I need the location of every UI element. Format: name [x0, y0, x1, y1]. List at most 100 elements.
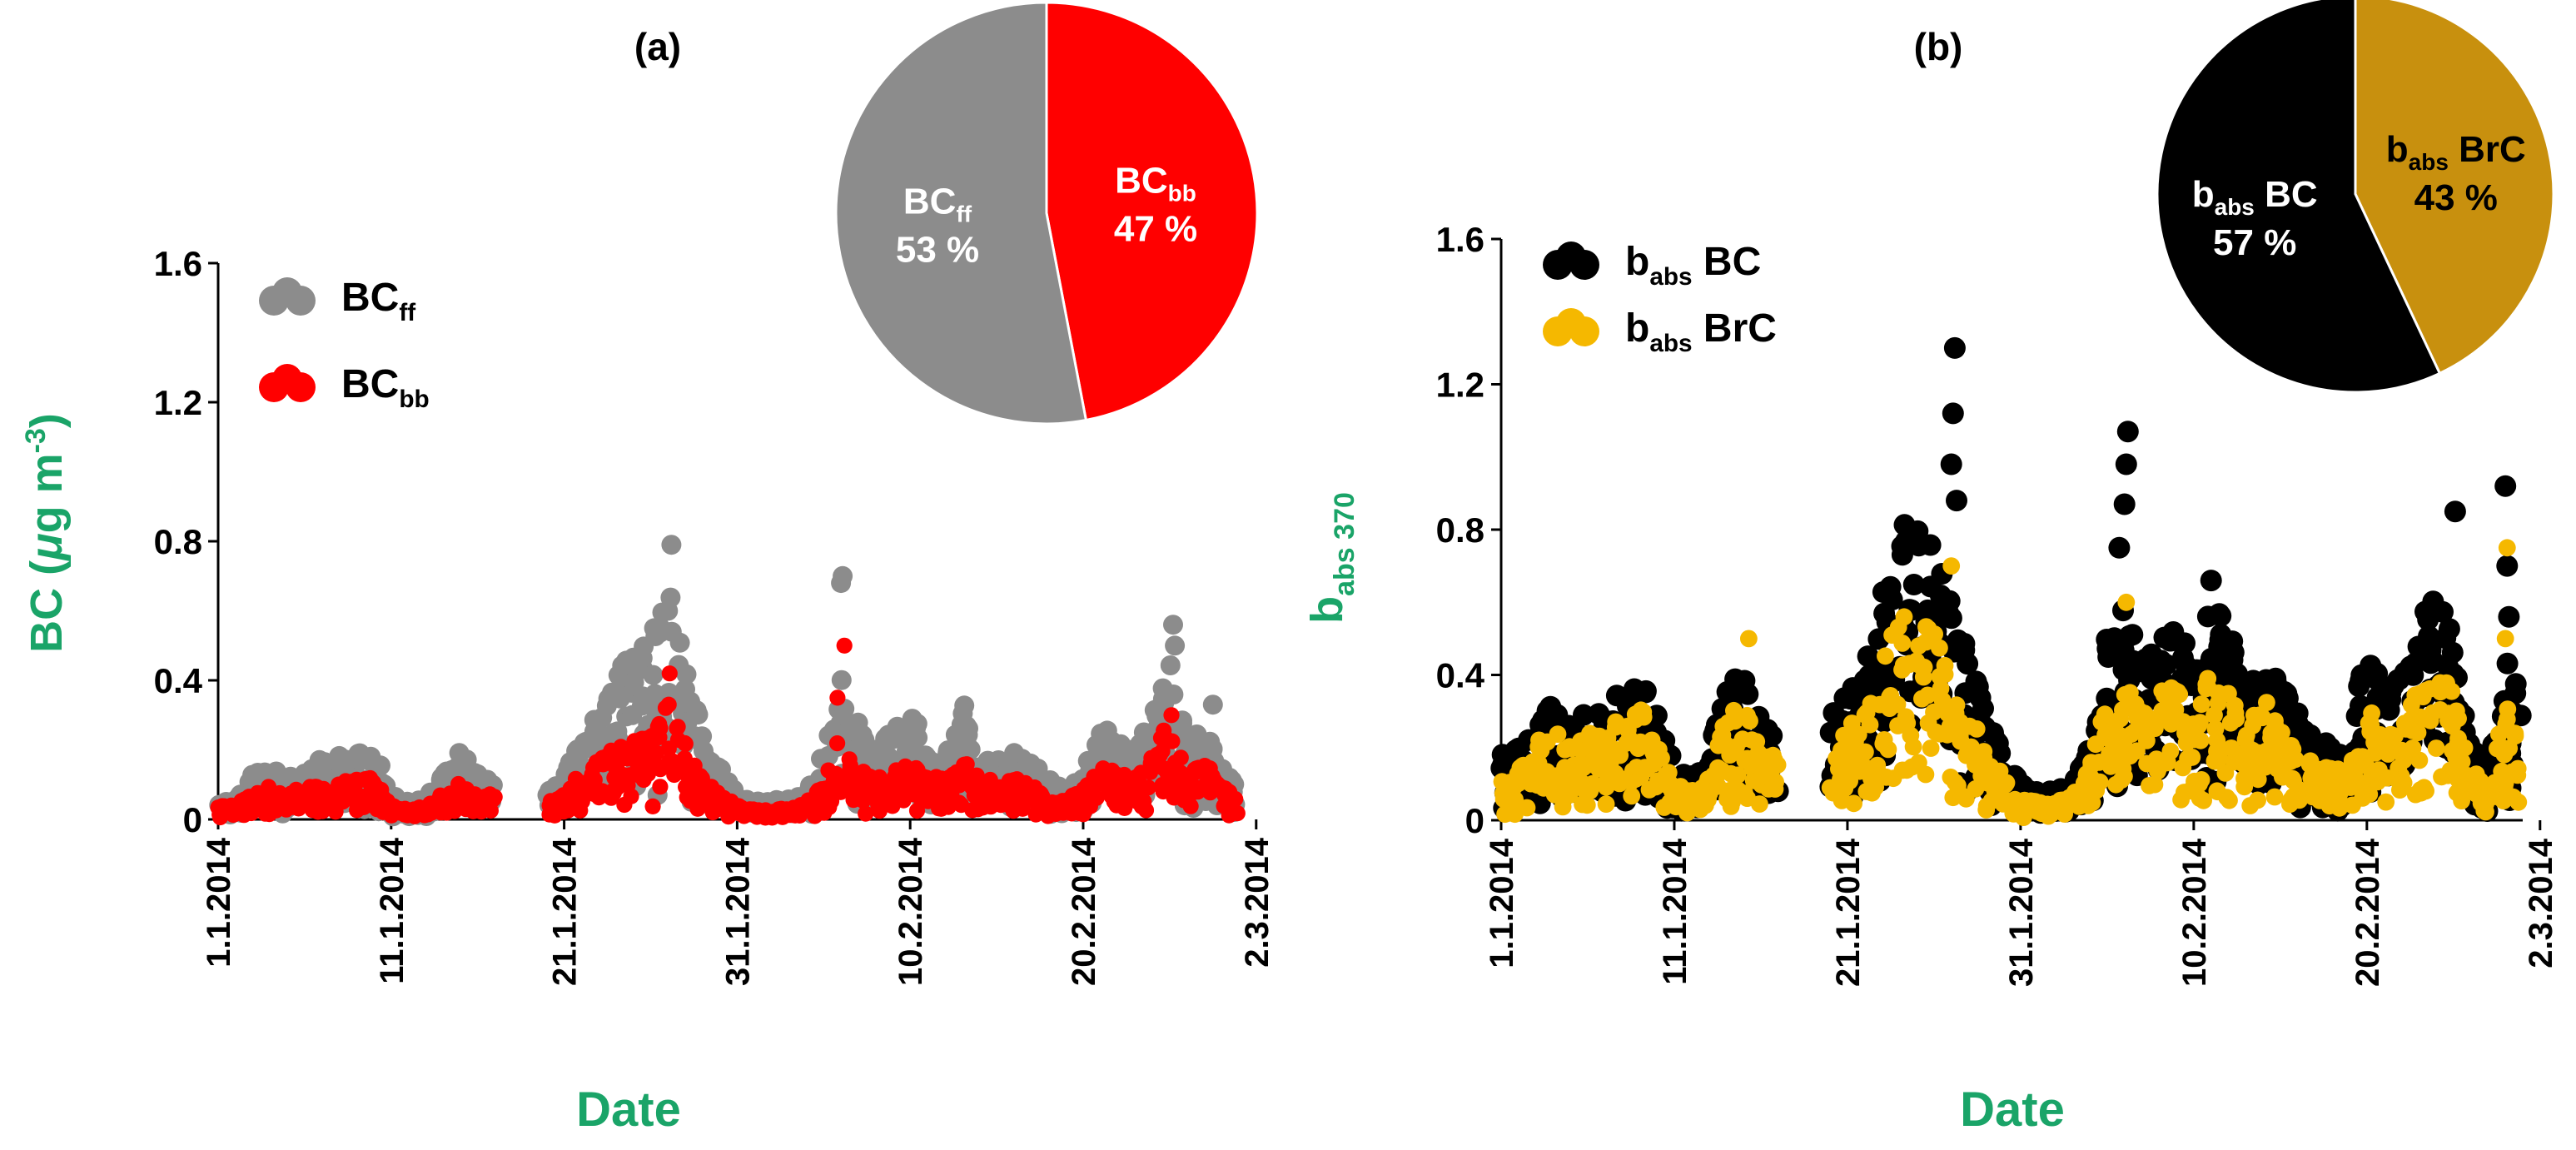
scatter-point — [626, 733, 643, 749]
scatter-point — [1940, 607, 1962, 630]
scatter-point — [1845, 727, 1863, 745]
scatter-point — [2274, 768, 2291, 786]
scatter-point-peak — [2200, 570, 2222, 592]
scatter-point — [1868, 756, 1887, 774]
scatter-point — [2195, 791, 2213, 809]
scatter-point — [920, 793, 937, 809]
legend-item: babs BC — [1543, 240, 1761, 291]
scatter-point — [1631, 733, 1649, 751]
scatter-point — [1895, 608, 1913, 626]
scatter-point — [942, 775, 958, 792]
panel-a-y-axis-sup: -3 — [20, 428, 52, 453]
scatter-point — [2496, 652, 2519, 675]
scatter-point — [1931, 639, 1948, 657]
panel-b-y-axis-sub: abs 370 — [1329, 492, 1360, 596]
scatter-point — [1155, 759, 1171, 776]
scatter-point — [649, 719, 666, 735]
scatter-point — [906, 718, 927, 739]
scatter-point-peak — [2116, 421, 2139, 443]
scatter-point-peak — [1943, 336, 1966, 359]
scatter-point — [1947, 629, 1969, 651]
panel-a-y-axis-unit: g m — [22, 453, 72, 533]
scatter-point — [2265, 788, 2284, 806]
scatter-point — [1857, 645, 1879, 668]
scatter-point — [1877, 768, 1895, 786]
scatter-point — [1926, 625, 1944, 643]
scatter-point — [2199, 670, 2217, 688]
scatter-point — [644, 798, 661, 815]
scatter-point — [484, 792, 500, 809]
scatter-point — [1997, 774, 2016, 792]
scatter-point — [1649, 776, 1666, 794]
x-tick-label: 11.1.2014 — [374, 837, 410, 983]
scatter-point-peak — [836, 637, 853, 654]
scatter-point — [370, 755, 390, 776]
scatter-point — [331, 750, 351, 770]
pie-slice-value: 47 % — [1114, 209, 1197, 250]
scatter-point-peak — [2108, 536, 2131, 559]
scatter-point — [1728, 766, 1747, 784]
pie-slice-name: babs BC — [2192, 174, 2318, 220]
scatter-point-peak — [829, 690, 846, 706]
scatter-point — [1131, 776, 1148, 793]
scatter-point — [1872, 581, 1894, 603]
legend-item: babs BrC — [1543, 306, 1777, 357]
scatter-point — [2377, 793, 2395, 811]
scatter-point — [254, 785, 271, 802]
scatter-point-peak — [2115, 453, 2137, 475]
scatter-point — [2344, 796, 2361, 814]
panel-b-y-axis-main: b — [1302, 596, 1352, 624]
scatter-point — [2352, 755, 2370, 774]
scatter-point — [2289, 780, 2307, 799]
scatter-point — [1733, 670, 1756, 692]
scatter-point — [1877, 647, 1894, 665]
scatter-point-peak — [2113, 493, 2136, 515]
scatter-point — [314, 793, 331, 809]
legend: babs BC babs BrC — [1543, 240, 1777, 357]
y-tick-label: 0.4 — [1436, 656, 1485, 695]
scatter-point — [2107, 754, 2126, 772]
scatter-point — [841, 751, 858, 768]
scatter-point — [1893, 761, 1912, 779]
scatter-point — [1154, 743, 1171, 759]
scatter-point-peak — [2498, 605, 2520, 628]
scatter-point — [1014, 800, 1031, 817]
scatter-point-peak — [2496, 630, 2514, 648]
scatter-point — [2200, 648, 2222, 670]
scatter-point-peak — [2444, 500, 2466, 523]
scatter-point — [1751, 795, 1768, 813]
scatter-point — [2500, 739, 2519, 757]
x-tick-label: 31.1.2014 — [719, 837, 756, 986]
scatter-point — [2192, 695, 2210, 713]
scatter-point — [2237, 726, 2255, 744]
scatter-point-peak — [661, 665, 678, 682]
scatter-point — [2498, 710, 2516, 729]
x-tick-label: 31.1.2014 — [2003, 838, 2040, 987]
scatter-point — [1179, 767, 1196, 784]
panel-a: 0 0.4 0.8 1.2 1.6 1.1.2014 11.1.2014 21.1.2014 3… — [154, 1, 1276, 986]
scatter-point — [339, 787, 356, 804]
scatter-point-peak — [1946, 490, 1967, 512]
scatter-point — [422, 795, 439, 812]
scatter-point — [455, 785, 473, 802]
scatter-point — [1936, 656, 1954, 675]
scatter-point — [1116, 799, 1133, 817]
scatter-point — [214, 798, 231, 814]
scatter-point — [1824, 784, 1842, 802]
scatter-point — [1736, 784, 1753, 802]
scatter-point — [2015, 809, 2032, 826]
scatter-point — [1944, 789, 1962, 807]
scatter-point — [2449, 709, 2467, 728]
x-tick-label: 10.2.2014 — [893, 837, 929, 986]
scatter-point — [2153, 682, 2171, 700]
scatter-point — [2449, 770, 2467, 789]
scatter-point — [1182, 798, 1199, 814]
scatter-point — [1597, 774, 1615, 792]
scatter-point — [2448, 784, 2466, 802]
x-tick-label: 2.3.2014 — [1239, 837, 1276, 967]
scatter-point-peak — [2494, 475, 2517, 497]
scatter-point-peak — [1165, 635, 1186, 656]
scatter-point — [1160, 655, 1181, 675]
scatter-point — [870, 796, 887, 813]
scatter-point — [2380, 745, 2397, 763]
